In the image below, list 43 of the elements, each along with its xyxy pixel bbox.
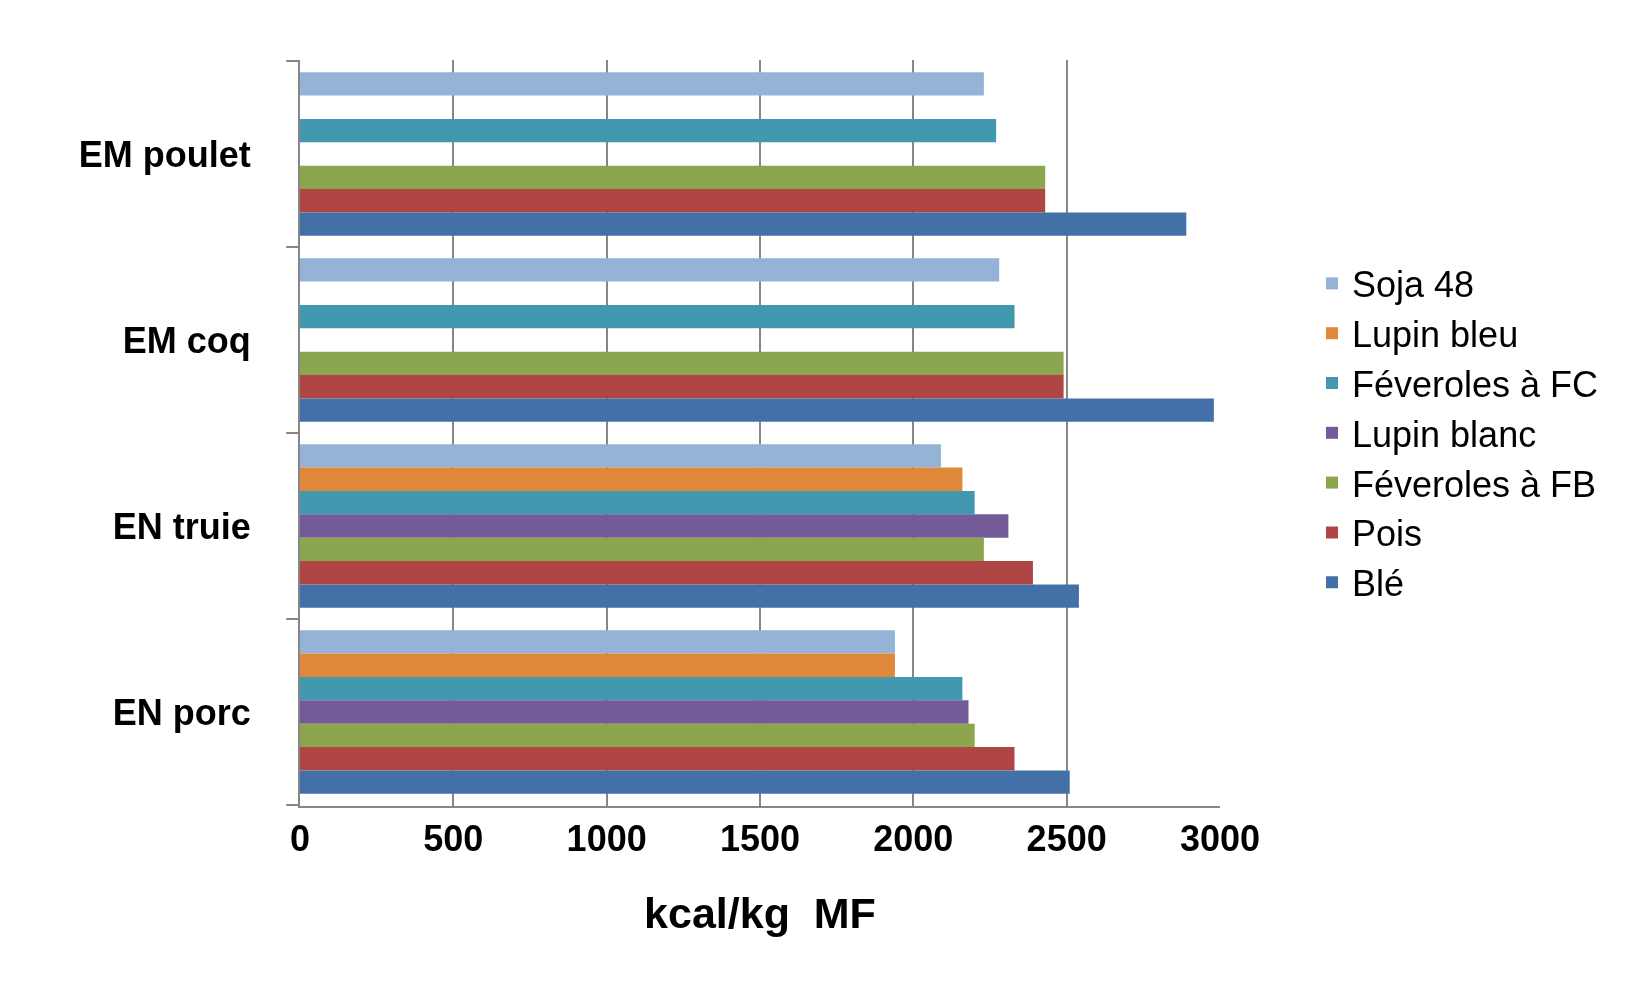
bar bbox=[300, 490, 975, 515]
legend-label: Lupin blanc bbox=[1352, 413, 1537, 455]
bar bbox=[300, 444, 941, 468]
x-tick-label: 1000 bbox=[566, 818, 647, 860]
bar bbox=[300, 212, 1187, 236]
bar bbox=[300, 770, 1070, 794]
bar bbox=[300, 723, 975, 748]
bar bbox=[300, 304, 1015, 329]
x-tick-label: 0 bbox=[289, 818, 311, 860]
bar bbox=[300, 537, 984, 562]
bar bbox=[300, 584, 1079, 608]
x-tick-label: 500 bbox=[423, 818, 484, 860]
bar bbox=[300, 676, 963, 701]
y-tick-label: EN truie bbox=[112, 505, 251, 547]
legend-label: Blé bbox=[1352, 563, 1405, 605]
legend-label: Féveroles à FC bbox=[1352, 364, 1599, 406]
x-tick-label: 3000 bbox=[1179, 818, 1261, 860]
bar bbox=[300, 653, 895, 677]
bar bbox=[300, 514, 1009, 538]
bar bbox=[300, 118, 997, 143]
bar bbox=[300, 467, 963, 491]
bar bbox=[300, 165, 1046, 190]
y-tick-label: EM coq bbox=[122, 319, 251, 361]
bar bbox=[300, 561, 1033, 585]
bar bbox=[300, 747, 1015, 771]
legend-label: Lupin bleu bbox=[1352, 314, 1519, 356]
x-tick-label: 1500 bbox=[719, 818, 801, 860]
bar bbox=[300, 375, 1064, 399]
x-axis-title: kcal/kg MF bbox=[644, 889, 876, 938]
bar bbox=[300, 189, 1046, 213]
y-tick-label: EN porc bbox=[112, 691, 251, 733]
legend-label: Soja 48 bbox=[1352, 264, 1475, 306]
bar bbox=[300, 700, 969, 724]
x-tick-label: 2500 bbox=[1026, 818, 1107, 860]
bar bbox=[300, 351, 1064, 376]
bar bbox=[300, 398, 1214, 422]
bar bbox=[300, 72, 984, 96]
bar bbox=[300, 258, 1000, 282]
legend-label: Féveroles à FB bbox=[1352, 463, 1597, 505]
legend-label: Pois bbox=[1352, 513, 1423, 555]
x-tick-label: 2000 bbox=[873, 818, 954, 860]
y-tick-label: EM poulet bbox=[78, 133, 251, 175]
bar bbox=[300, 630, 895, 654]
